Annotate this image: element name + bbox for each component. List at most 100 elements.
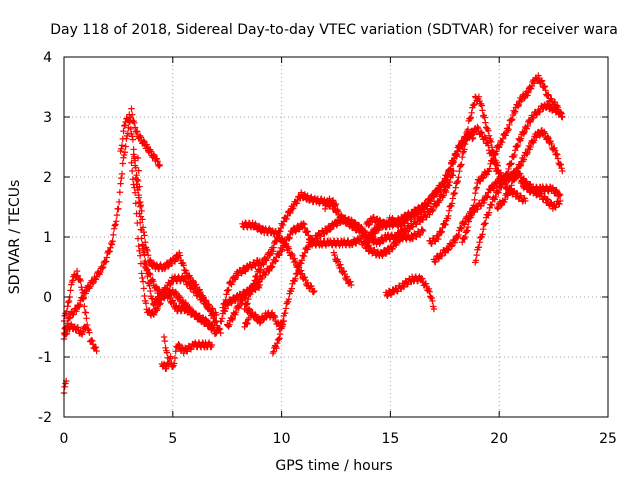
data-point	[137, 134, 145, 141]
data-point	[185, 305, 192, 312]
data-point	[342, 214, 349, 222]
data-point	[307, 241, 314, 248]
data-point	[292, 227, 300, 234]
data-point	[117, 180, 124, 187]
data-point	[468, 210, 475, 218]
data-points	[60, 72, 566, 397]
data-point	[253, 272, 260, 280]
data-point	[369, 230, 377, 238]
data-point	[455, 174, 462, 181]
data-point	[132, 164, 140, 171]
data-point	[429, 207, 436, 215]
data-point	[424, 203, 431, 210]
data-point	[187, 274, 194, 281]
data-point	[538, 78, 545, 85]
series-track-29	[517, 178, 564, 212]
data-point	[146, 282, 153, 289]
data-point	[450, 190, 457, 198]
data-point	[247, 222, 254, 230]
data-point	[448, 243, 455, 250]
data-point	[443, 188, 450, 196]
data-point	[464, 126, 472, 133]
data-point	[219, 304, 227, 311]
data-point	[472, 189, 479, 197]
data-point	[507, 161, 515, 168]
data-point	[147, 287, 154, 295]
data-point	[501, 198, 508, 206]
data-point	[95, 270, 103, 277]
data-point	[66, 314, 74, 322]
data-point	[507, 186, 515, 193]
data-point	[458, 161, 465, 168]
data-point	[288, 285, 295, 292]
data-point	[282, 305, 290, 312]
data-point	[89, 337, 96, 344]
data-point	[543, 92, 551, 99]
data-point	[119, 135, 126, 143]
data-point	[180, 262, 187, 269]
data-point	[245, 305, 253, 312]
data-point	[164, 354, 171, 361]
data-point	[181, 300, 189, 308]
data-point	[132, 200, 140, 207]
data-point	[99, 264, 107, 271]
data-point	[428, 294, 435, 302]
data-point	[348, 281, 355, 289]
data-point	[448, 200, 456, 207]
data-point	[134, 154, 142, 162]
data-point	[113, 211, 121, 219]
data-point	[260, 261, 267, 268]
data-point	[527, 143, 534, 151]
data-point	[118, 142, 126, 149]
data-point	[133, 128, 140, 136]
data-point	[78, 330, 85, 337]
data-point	[304, 246, 311, 253]
data-point	[457, 162, 464, 169]
data-point	[208, 310, 216, 317]
series-track-13	[224, 281, 264, 330]
data-point	[163, 292, 171, 299]
data-point	[64, 303, 71, 310]
data-point	[113, 218, 120, 225]
data-point	[442, 221, 449, 228]
data-point	[445, 168, 452, 176]
data-point	[297, 260, 305, 267]
data-point	[140, 285, 147, 292]
data-point	[203, 300, 211, 308]
data-point	[467, 214, 475, 221]
data-point	[552, 188, 559, 195]
data-point	[165, 359, 172, 367]
data-point	[208, 323, 216, 331]
data-point	[387, 290, 394, 297]
x-tick-label: 15	[381, 431, 399, 447]
data-point	[534, 189, 541, 196]
data-point	[556, 190, 563, 198]
data-point	[479, 107, 486, 114]
data-point	[494, 188, 501, 196]
data-point	[545, 91, 552, 99]
data-point	[485, 132, 493, 139]
data-point	[508, 160, 515, 167]
data-point	[506, 121, 513, 129]
data-point	[347, 278, 354, 285]
data-point	[279, 221, 287, 229]
data-point	[477, 128, 485, 136]
data-point	[508, 117, 515, 124]
data-point	[65, 299, 72, 306]
data-point	[554, 155, 562, 162]
data-point	[522, 197, 529, 205]
data-point	[511, 147, 519, 154]
data-point	[79, 328, 87, 336]
data-point	[76, 301, 84, 308]
data-point	[67, 287, 74, 294]
data-point	[172, 348, 179, 355]
data-point	[461, 233, 469, 241]
data-point	[232, 308, 240, 316]
data-point	[271, 313, 279, 321]
data-point	[333, 257, 340, 264]
data-point	[484, 193, 491, 200]
data-point	[479, 175, 486, 182]
series-track-17	[239, 219, 318, 296]
data-point	[225, 286, 232, 294]
data-point	[523, 125, 530, 132]
